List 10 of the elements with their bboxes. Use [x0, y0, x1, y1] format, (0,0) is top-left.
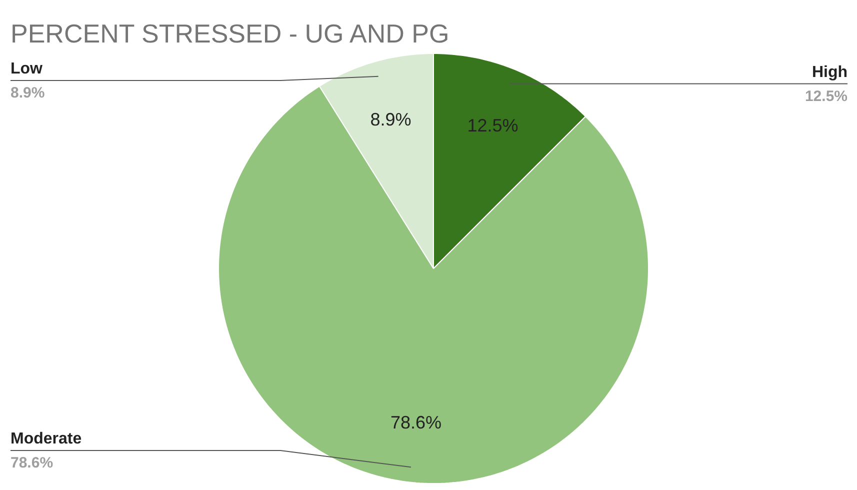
slice-label: Low: [10, 60, 44, 78]
text: 8.9%: [10, 84, 45, 102]
chart-title: PERCENT STRESSED - UG AND PG: [10, 18, 450, 48]
slice-label: Moderate: [10, 430, 82, 448]
text: 78.6%: [10, 454, 54, 472]
slice-label: High: [812, 64, 848, 81]
text: 12.5%: [804, 88, 848, 105]
data-label: 12.5%: [467, 115, 518, 136]
data-label: 78.6%: [390, 412, 442, 432]
data-label: 8.9%: [370, 110, 412, 130]
